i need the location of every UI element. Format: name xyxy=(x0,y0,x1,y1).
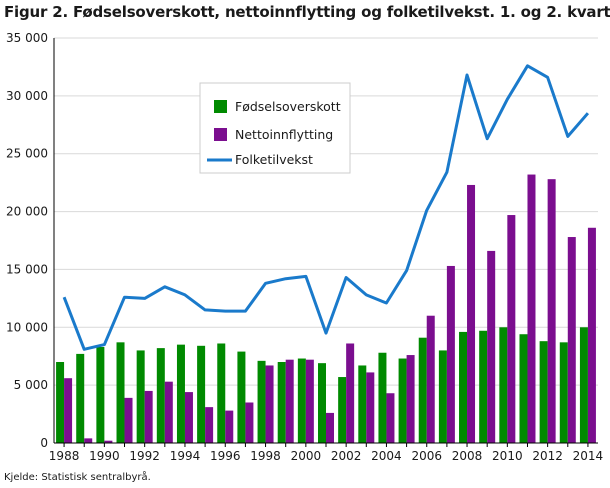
legend-label-migration: Nettoinnflytting xyxy=(235,127,333,142)
bar-migration xyxy=(446,265,455,443)
y-tick-label: 10 000 xyxy=(6,320,48,334)
bar-births xyxy=(438,350,447,443)
bar-births xyxy=(76,353,85,443)
x-tick-label: 2006 xyxy=(411,449,442,463)
x-tick-label: 1994 xyxy=(170,449,201,463)
bar-migration xyxy=(84,438,93,443)
line-series xyxy=(62,64,590,351)
y-tick-label: 35 000 xyxy=(6,31,48,45)
bar-births xyxy=(479,330,488,443)
bar-migration xyxy=(587,227,596,443)
axes xyxy=(53,38,598,447)
bar-births xyxy=(579,327,588,443)
x-tick-label: 1990 xyxy=(89,449,120,463)
bar-births xyxy=(56,362,65,443)
bar-migration xyxy=(567,237,576,443)
legend-swatch-migration xyxy=(214,128,227,141)
legend-swatch-births xyxy=(214,100,227,113)
legend: Fødselsoverskott Nettoinnflytting Folket… xyxy=(199,82,351,174)
bar-migration xyxy=(245,402,254,443)
x-tick-label: 2014 xyxy=(573,449,604,463)
x-axis-tick-labels: 1988 1990 1992 1994 1996 1998 2000 2002 2004 2006… xyxy=(49,449,603,463)
bar-migration xyxy=(366,372,375,443)
bar-births xyxy=(156,348,165,443)
y-tick-label: 5 000 xyxy=(14,378,48,392)
line-growth xyxy=(62,64,590,351)
bar-births xyxy=(459,331,468,443)
bar-migration xyxy=(265,365,274,443)
legend-label-growth: Folketilvekst xyxy=(235,152,313,167)
bar-births xyxy=(378,352,387,443)
y-tick-label: 0 xyxy=(40,436,48,450)
bar-migration xyxy=(547,179,556,443)
x-tick-label: 2000 xyxy=(291,449,322,463)
bar-migration xyxy=(487,250,496,443)
bar-series xyxy=(56,174,596,444)
x-tick-label: 1998 xyxy=(250,449,281,463)
bar-births xyxy=(539,341,548,443)
bar-births xyxy=(136,350,145,443)
bar-births xyxy=(237,351,246,443)
bar-migration xyxy=(346,343,355,443)
bar-births xyxy=(96,346,105,443)
bar-migration xyxy=(205,407,214,443)
bar-births xyxy=(176,344,185,443)
bar-migration xyxy=(164,381,173,443)
bar-migration xyxy=(386,393,395,443)
bar-migration xyxy=(124,397,133,443)
x-tick-label: 2008 xyxy=(452,449,483,463)
bar-births xyxy=(499,327,508,443)
bar-migration xyxy=(406,355,415,443)
bar-migration xyxy=(104,440,113,443)
bar-births xyxy=(116,342,125,443)
bar-migration xyxy=(527,174,536,444)
x-tick-label: 1996 xyxy=(210,449,241,463)
x-tick-label: 2002 xyxy=(331,449,362,463)
chart-title: Figur 2. Fødselsoverskott, nettoinnflytt… xyxy=(4,3,610,21)
bar-births xyxy=(519,334,528,443)
bar-migration xyxy=(305,359,314,443)
bar-births xyxy=(338,377,347,443)
x-tick-label: 2012 xyxy=(532,449,563,463)
x-tick-label: 1992 xyxy=(129,449,160,463)
bar-migration xyxy=(426,315,435,443)
bar-births xyxy=(418,337,427,443)
bar-births xyxy=(318,363,326,443)
bar-births xyxy=(358,365,367,443)
bar-births xyxy=(277,362,286,443)
bar-births xyxy=(559,342,568,443)
legend-label-births: Fødselsoverskott xyxy=(235,99,341,114)
source-note: Kjelde: Statistisk sentralbyrå. xyxy=(4,472,151,483)
bar-migration xyxy=(285,359,294,443)
y-tick-label: 25 000 xyxy=(6,147,48,161)
bar-migration xyxy=(507,215,516,443)
bar-migration xyxy=(225,410,234,443)
bar-migration xyxy=(64,378,73,443)
bar-births xyxy=(398,358,407,443)
x-tick-label: 2010 xyxy=(492,449,523,463)
y-tick-label: 20 000 xyxy=(6,205,48,219)
x-tick-label: 2004 xyxy=(371,449,402,463)
y-axis-tick-labels: 0 5 000 10 000 15 000 20 000 25 000 30 000 35 0… xyxy=(6,31,48,450)
bar-migration xyxy=(326,412,334,443)
bar-migration xyxy=(467,184,476,443)
bar-migration xyxy=(144,390,153,443)
x-tick-label: 1988 xyxy=(49,449,80,463)
y-tick-label: 15 000 xyxy=(6,262,48,276)
y-tick-label: 30 000 xyxy=(6,89,48,103)
bar-births xyxy=(257,360,266,443)
bar-births xyxy=(217,343,226,443)
bar-migration xyxy=(184,392,193,443)
bar-births xyxy=(197,345,206,443)
bar-births xyxy=(297,358,306,443)
